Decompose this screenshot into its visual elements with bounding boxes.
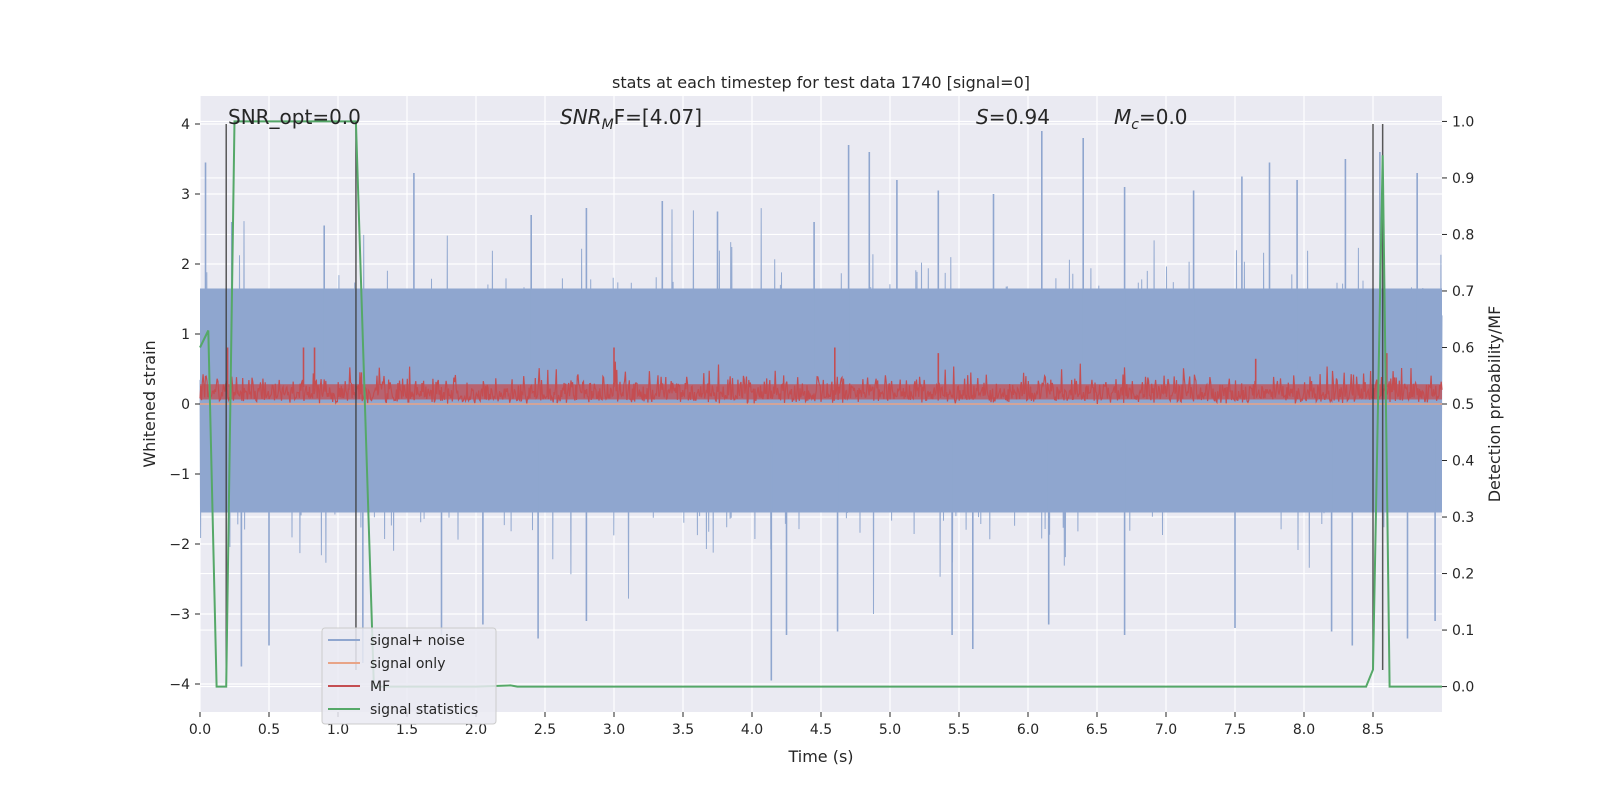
legend-label-mf: MF (370, 679, 390, 695)
snr-opt-annotation: SNR_opt=0.0 (228, 105, 361, 129)
s-stat-val: =0.94 (989, 105, 1050, 129)
y-tick-label: −1 (169, 467, 190, 483)
mf-trace (199, 347, 1443, 405)
y2-tick-label: 0.8 (1452, 227, 1474, 243)
x-tick-label: 3.0 (603, 722, 625, 738)
snr-mf-sub: M (602, 117, 614, 133)
y2-tick-label: 0.9 (1452, 171, 1474, 187)
x-axis-ticks: 0.0 0.5 1.0 1.5 2.0 2.5 3.0 3.5 4.0 4.5 5.0 5.5 6.0 6… (189, 712, 1384, 738)
legend-label-signal-only: signal only (370, 656, 445, 672)
y2-tick-label: 0.1 (1452, 623, 1474, 639)
x-tick-label: 4.5 (810, 722, 832, 738)
y2-tick-label: 0.4 (1452, 454, 1474, 470)
x-tick-label: 4.0 (741, 722, 763, 738)
y-axis-ticks: 4 3 2 1 0 −1 −2 −3 −4 (169, 117, 200, 693)
x-tick-label: 0.5 (258, 722, 280, 738)
x-tick-label: 6.5 (1086, 722, 1108, 738)
x-tick-label: 7.0 (1155, 722, 1177, 738)
y2-tick-label: 0.0 (1452, 680, 1474, 696)
mc-sub: c (1131, 117, 1139, 133)
x-tick-label: 8.0 (1293, 722, 1315, 738)
snr-mf-annotation: SNRMF=[4.07] (560, 105, 702, 133)
y2-tick-label: 0.5 (1452, 397, 1474, 413)
x-tick-label: 2.5 (534, 722, 556, 738)
x-tick-label: 5.5 (948, 722, 970, 738)
y2-tick-label: 0.7 (1452, 284, 1474, 300)
y-tick-label: −4 (169, 677, 190, 693)
mc-val: =0.0 (1139, 105, 1188, 129)
y-tick-label: 1 (181, 327, 190, 343)
x-tick-label: 7.5 (1224, 722, 1246, 738)
x-tick-label: 2.0 (465, 722, 487, 738)
y2-tick-label: 0.6 (1452, 340, 1474, 356)
chart-title: stats at each timestep for test data 174… (612, 73, 1030, 92)
mc-annotation: Mc=0.0 (1114, 105, 1188, 133)
snr-mf-main: SNR (560, 105, 602, 129)
x-tick-label: 5.0 (879, 722, 901, 738)
x-tick-label: 6.0 (1017, 722, 1039, 738)
x-axis-label: Time (s) (787, 747, 853, 766)
y-tick-label: 2 (181, 257, 190, 273)
y2-tick-label: 0.2 (1452, 567, 1474, 583)
snr-mf-rest: F=[4.07] (614, 105, 702, 129)
y-tick-label: 3 (181, 187, 190, 203)
mf-core (200, 384, 1442, 400)
legend: signal+ noise signal only MF signal stat… (321, 627, 497, 725)
x-tick-label: 1.5 (396, 722, 418, 738)
x-tick-label: 0.0 (189, 722, 211, 738)
y-tick-label: −3 (169, 607, 190, 623)
y2-tick-label: 0.3 (1452, 510, 1474, 526)
y-tick-label: 4 (181, 117, 190, 133)
y-axis-label: Whitened strain (140, 340, 159, 467)
y2-tick-label: 1.0 (1452, 114, 1474, 130)
legend-label-signal-noise: signal+ noise (370, 633, 465, 649)
s-stat-annotation: S=0.94 (976, 105, 1050, 129)
mc-main: M (1114, 105, 1131, 129)
y2-axis-ticks: 1.0 0.9 0.8 0.7 0.6 0.5 0.4 0.3 0.2 0.1 0.0 (1442, 114, 1474, 696)
x-tick-label: 8.5 (1362, 722, 1384, 738)
x-tick-label: 3.5 (672, 722, 694, 738)
s-stat-var: S (976, 105, 989, 129)
y-tick-label: −2 (169, 537, 190, 553)
y2-axis-label: Detection probability/MF (1485, 306, 1504, 503)
legend-box (321, 627, 497, 725)
legend-label-signal-statistics: signal statistics (370, 702, 478, 718)
x-tick-label: 1.0 (327, 722, 349, 738)
y-tick-label: 0 (181, 397, 190, 413)
